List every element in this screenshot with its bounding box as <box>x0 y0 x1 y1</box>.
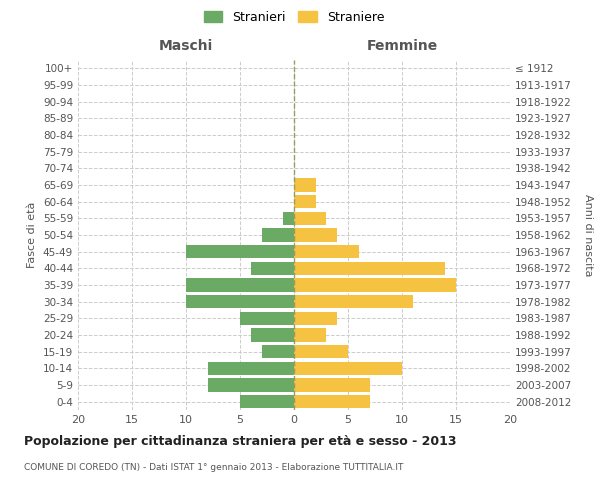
Bar <box>283 212 294 225</box>
Bar <box>294 345 348 358</box>
Bar <box>240 395 294 408</box>
Y-axis label: Fasce di età: Fasce di età <box>28 202 37 268</box>
Bar <box>294 378 370 392</box>
Bar <box>294 262 445 275</box>
Bar <box>294 395 370 408</box>
Bar <box>294 295 413 308</box>
Bar <box>251 328 294 342</box>
Bar <box>251 262 294 275</box>
Bar <box>294 212 326 225</box>
Text: Femmine: Femmine <box>367 38 437 52</box>
Bar <box>186 278 294 291</box>
Bar <box>240 312 294 325</box>
Bar <box>208 362 294 375</box>
Text: Popolazione per cittadinanza straniera per età e sesso - 2013: Popolazione per cittadinanza straniera p… <box>24 435 457 448</box>
Y-axis label: Anni di nascita: Anni di nascita <box>583 194 593 276</box>
Bar <box>294 312 337 325</box>
Bar <box>294 362 402 375</box>
Bar <box>294 228 337 241</box>
Bar <box>294 278 456 291</box>
Bar <box>208 378 294 392</box>
Legend: Stranieri, Straniere: Stranieri, Straniere <box>200 7 388 28</box>
Bar <box>262 228 294 241</box>
Text: COMUNE DI COREDO (TN) - Dati ISTAT 1° gennaio 2013 - Elaborazione TUTTITALIA.IT: COMUNE DI COREDO (TN) - Dati ISTAT 1° ge… <box>24 462 403 471</box>
Bar <box>186 245 294 258</box>
Bar <box>294 178 316 192</box>
Bar <box>186 295 294 308</box>
Bar <box>262 345 294 358</box>
Bar <box>294 328 326 342</box>
Text: Maschi: Maschi <box>159 38 213 52</box>
Bar <box>294 245 359 258</box>
Bar <box>294 195 316 208</box>
